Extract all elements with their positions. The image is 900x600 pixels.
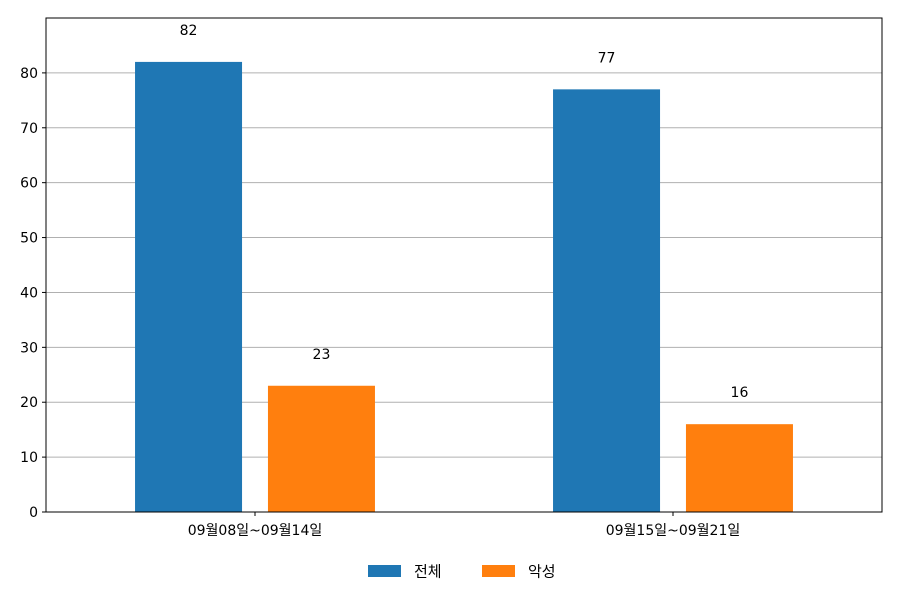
y-tick-label: 80 [20,66,38,82]
bar-total [553,89,661,512]
legend-label: 악성 [528,563,556,581]
data-labels: 82 23 77 16 [180,23,749,401]
x-tick-label: 09월08일~09월14일 [188,523,323,539]
legend-swatch [368,565,401,577]
plot-frame [45,17,883,513]
y-tick-label: 70 [20,121,38,137]
y-tick-label: 30 [20,340,38,356]
x-axis: 09월08일~09월14일 09월15일~09월21일 [188,512,741,539]
x-tick-label: 09월15일~09월21일 [606,523,741,539]
bars [135,61,793,513]
y-tick-label: 20 [20,395,38,411]
data-label: 82 [180,23,198,39]
legend-swatch [482,565,515,577]
legend: 전체 악성 [368,563,556,581]
data-label: 16 [731,385,749,401]
bar-malicious [685,424,793,512]
y-axis: 0 10 20 30 40 50 60 70 80 [20,66,46,521]
bar-malicious [267,385,375,512]
data-label: 77 [598,50,616,66]
y-tick-label: 10 [20,450,38,466]
bar-total [135,61,243,513]
y-tick-label: 0 [29,505,38,521]
y-tick-label: 50 [20,231,38,247]
data-label: 23 [313,347,331,363]
y-tick-label: 60 [20,176,38,192]
legend-label: 전체 [414,563,442,581]
y-tick-label: 40 [20,285,38,301]
